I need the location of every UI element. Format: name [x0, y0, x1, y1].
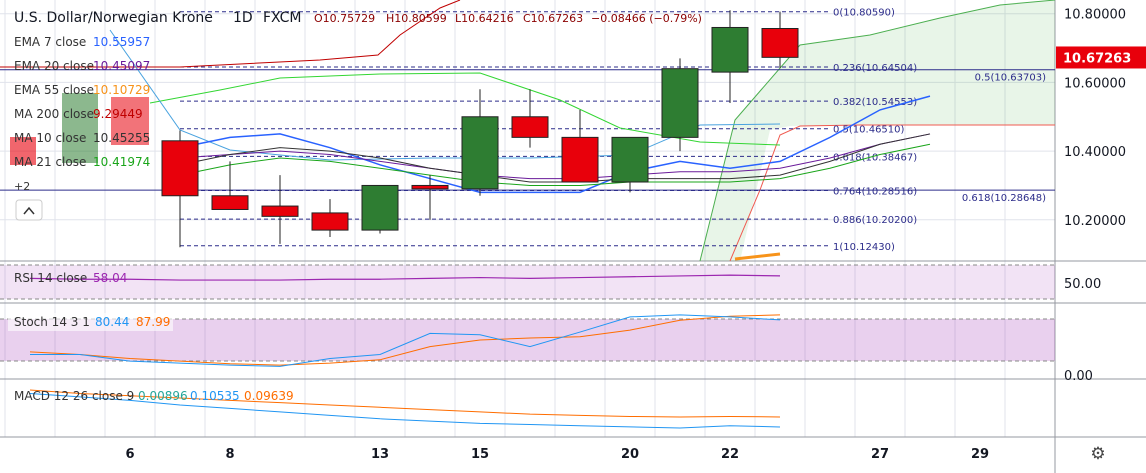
ema55-line: [734, 252, 781, 261]
indicator-legend-name: EMA 55 close: [14, 83, 94, 97]
indicator-legend-value: 9.29449: [93, 107, 143, 121]
candle-body: [761, 28, 799, 58]
time-axis-label: 8: [225, 447, 234, 462]
candle-body: [261, 205, 299, 217]
candle-body: [411, 184, 449, 190]
price-axis-tick-label: 10.80000: [1064, 8, 1126, 23]
rsi-band: [0, 265, 1055, 299]
stoch-legend-k: 80.44: [95, 315, 129, 329]
indicator-legend-value: 10.55957: [93, 35, 150, 49]
price-axis-tick-label: 10.20000: [1064, 214, 1126, 229]
indicator-legend-value: 10.10729: [93, 83, 150, 97]
ma10-line: [179, 133, 931, 183]
ohlc-low: L10.64216: [455, 12, 514, 25]
indicator-legend-value: 10.45255: [93, 131, 150, 145]
time-axis-label: 29: [971, 447, 989, 462]
candle-body: [561, 136, 599, 183]
time-axis-label: 20: [621, 447, 639, 462]
fib-level-label: 0.382(10.54553): [833, 97, 917, 108]
price-axis-tick-label: 10.60000: [1064, 76, 1126, 91]
ema7-line: [179, 95, 931, 194]
time-axis-label: 27: [871, 447, 889, 462]
stoch-axis-label: 0.00: [1064, 369, 1093, 384]
candle-body: [211, 195, 249, 210]
pattern-box: [62, 93, 98, 163]
candle-body: [611, 136, 649, 183]
ma21-line: [179, 143, 931, 186]
ema20-line: [179, 133, 931, 180]
cloud-upper-line: [699, 0, 1056, 262]
macd-legend-value: 0.00896: [138, 389, 188, 403]
candle-body: [661, 68, 699, 138]
indicator-legend-name: MA 21 close: [14, 155, 86, 169]
stoch-legend-name: Stoch 14 3 1: [14, 315, 90, 329]
fib-level-label: 0.5(10.46510): [833, 125, 905, 136]
fib-long-label: 0.618(10.28648): [962, 193, 1046, 204]
fib-level-label: 0.236(10.64504): [833, 63, 917, 74]
macd-legend-value: 0.10535: [190, 389, 240, 403]
ohlc-open: O10.75729: [314, 12, 375, 25]
stoch-k-line: [30, 314, 781, 367]
hidden-indicators-count: +2: [14, 180, 30, 193]
stoch-legend-bg: [8, 313, 173, 331]
macd-legend-value: 0.09639: [244, 389, 294, 403]
price-axis-tick-label: 10.40000: [1064, 145, 1126, 160]
time-axis-label: 13: [371, 447, 389, 462]
time-axis-label: 22: [721, 447, 739, 462]
forecast-cloud: [700, 0, 1055, 261]
ohlc-close: C10.67263: [523, 12, 583, 25]
pattern-box: [111, 97, 149, 145]
pattern-box: [10, 137, 36, 165]
last-price-badge: [1056, 46, 1146, 69]
rsi-legend-value: 58.04: [93, 271, 127, 285]
indicator-legend-name: EMA 7 close: [14, 35, 86, 49]
fib-long-label: 0.5(10.63703): [975, 73, 1047, 84]
macd-line: [29, 392, 781, 429]
collapse-legend-button[interactable]: [15, 199, 43, 221]
fib-level-label: 1(10.12430): [833, 242, 895, 253]
symbol-name: U.S. Dollar/Norwegian Krone: [14, 10, 213, 26]
candle-body: [361, 184, 399, 231]
source-label: FXCM: [263, 10, 301, 26]
stoch-d-line: [29, 314, 781, 366]
fib-level-label: 0(10.80590): [833, 8, 895, 19]
indicator-legend-name: MA 200 close: [14, 107, 94, 121]
ohlc-change: −0.08466 (−0.79%): [591, 12, 702, 25]
indicator-legend-name: EMA 20 close: [14, 59, 94, 73]
header-bar: U.S. Dollar/Norwegian Krone 1D FXCM O10.757…: [14, 10, 702, 26]
cloud-lower-line: [729, 124, 1055, 262]
ma200-line: [0, 0, 461, 68]
ohlc-high: H10.80599: [386, 12, 447, 25]
candle-body: [511, 116, 549, 138]
fib-level-label: 0.764(10.28516): [833, 187, 917, 198]
stoch-legend-d: 87.99: [136, 315, 170, 329]
indicator-legend-value: 10.45097: [93, 59, 150, 73]
macd-signal-line: [29, 389, 781, 418]
last-price-label: 10.67263: [1063, 51, 1131, 66]
candle-body: [461, 116, 499, 190]
rsi-line: [29, 274, 781, 281]
chevron-up-icon[interactable]: [23, 206, 35, 215]
rsi-axis-label: 50.00: [1064, 277, 1101, 292]
candle-body: [711, 26, 749, 73]
rsi-legend-name: RSI 14 close: [14, 271, 87, 285]
settings-gear-icon[interactable]: ⚙: [1090, 444, 1106, 464]
macd-legend-name: MACD 12 26 close 9: [14, 389, 134, 403]
indicator-legend-value: 10.41974: [93, 155, 150, 169]
time-axis-label: 6: [125, 447, 134, 462]
candle-body: [161, 140, 199, 197]
interval-label: 1D: [233, 10, 253, 26]
stoch-band: [0, 319, 1055, 361]
fib-level-label: 0.618(10.38467): [833, 152, 917, 163]
fib-level-label: 0.886(10.20200): [833, 215, 917, 226]
time-axis-label: 15: [471, 447, 489, 462]
indicator-legend-name: MA 10 close: [14, 131, 86, 145]
candle-body: [311, 212, 349, 231]
